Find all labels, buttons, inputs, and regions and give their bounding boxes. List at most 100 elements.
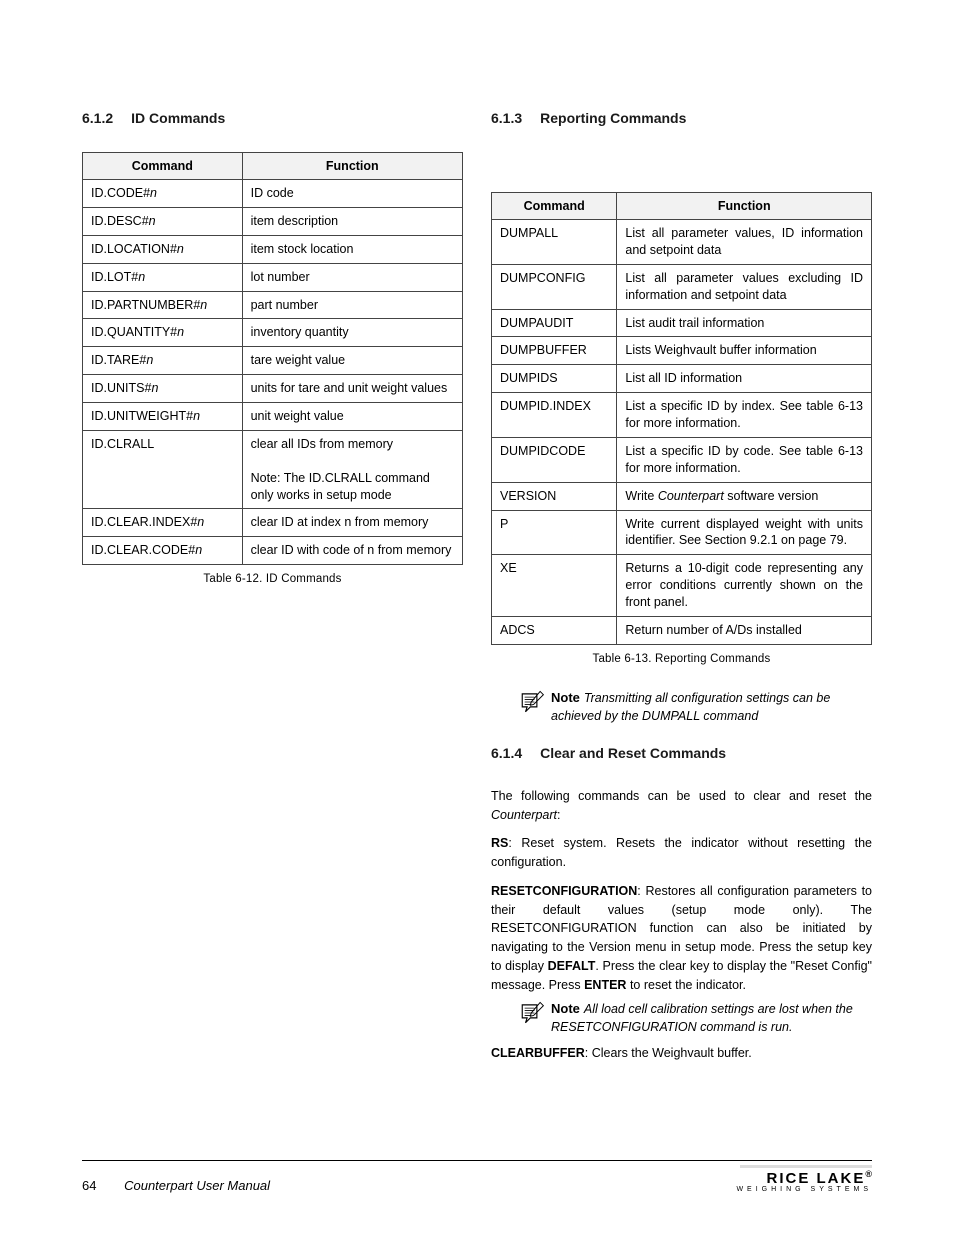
para-rs: RS: Reset system. Resets the indicator w… [491,834,872,872]
note-icon [519,1000,547,1031]
cell-function: Return number of A/Ds installed [617,616,872,644]
table-row: DUMPCONFIGList all parameter values excl… [492,264,872,309]
para-intro-cp: Counterpart [491,808,557,822]
cell-command: DUMPBUFFER [492,337,617,365]
table-row: ID.QUANTITY#ninventory quantity [83,319,463,347]
section-613-heading: 6.1.3 Reporting Commands [491,110,872,126]
table-row: ID.LOT#nlot number [83,263,463,291]
th-command-r: Command [492,193,617,220]
cell-command: ID.CODE#n [83,180,243,208]
id-commands-table: Command Function ID.CODE#nID codeID.DESC… [82,152,463,565]
table-row: PWrite current displayed weight with uni… [492,510,872,555]
para-clearbuffer: CLEARBUFFER: Clears the Weighvault buffe… [491,1044,872,1063]
cell-command: ADCS [492,616,617,644]
cell-command: ID.PARTNUMBER#n [83,291,243,319]
page-number: 64 [82,1178,96,1193]
table-row: DUMPAUDITList audit trail information [492,309,872,337]
cell-function: List all parameter values excluding ID i… [617,264,872,309]
para-rc-defalt: DEFALT [548,959,596,973]
cell-command: DUMPIDCODE [492,437,617,482]
note-2-text: All load cell calibration settings are l… [551,1002,853,1034]
para-intro-pre: The following commands can be used to cl… [491,789,872,803]
table-row: ID.TARE#ntare weight value [83,347,463,375]
logo-sub: WEIGHING SYSTEMS [736,1186,872,1193]
cell-function: Returns a 10-digit code representing any… [617,555,872,617]
table-612-caption: Table 6-12. ID Commands [82,573,463,585]
cell-function: List all ID information [617,365,872,393]
cell-function: part number [242,291,462,319]
reporting-commands-table: Command Function DUMPALLList all paramet… [491,192,872,645]
footer-rule [82,1160,872,1161]
table-row: XEReturns a 10-digit code representing a… [492,555,872,617]
page-footer: 64 Counterpart User Manual RICE LAKE® WE… [82,1165,872,1193]
table-row: DUMPIDSList all ID information [492,365,872,393]
cell-function: clear ID at index n from memory [242,509,462,537]
cell-command: DUMPALL [492,220,617,265]
section-612-num: 6.1.2 [82,110,113,126]
table-row: DUMPBUFFERLists Weighvault buffer inform… [492,337,872,365]
para-rc-text3: to reset the indicator. [626,978,746,992]
para-rc-cmd: RESETCONFIGURATION [491,884,637,898]
cell-command: DUMPID.INDEX [492,393,617,438]
cell-function: tare weight value [242,347,462,375]
table-row: ID.UNITS#nunits for tare and unit weight… [83,375,463,403]
note-label: Note [551,690,580,705]
rice-lake-logo: RICE LAKE® WEIGHING SYSTEMS [736,1165,872,1193]
logo-bar [740,1165,872,1168]
note-1-text: Transmitting all configuration settings … [551,691,830,723]
left-column: 6.1.2ID Commands Command Function ID.COD… [82,110,463,1063]
th-function: Function [242,153,462,180]
cell-command: ID.LOT#n [83,263,243,291]
table-row: ADCSReturn number of A/Ds installed [492,616,872,644]
table-613-caption: Table 6-13. Reporting Commands [491,653,872,665]
cell-function: Lists Weighvault buffer information [617,337,872,365]
cell-function: clear all IDs from memoryNote: The ID.CL… [242,430,462,509]
table-row: VERSIONWrite Counterpart software versio… [492,482,872,510]
cell-command: ID.UNITS#n [83,375,243,403]
cell-function: ID code [242,180,462,208]
cell-command: ID.TARE#n [83,347,243,375]
table-row: ID.PARTNUMBER#npart number [83,291,463,319]
note-icon [519,689,547,720]
cell-command: P [492,510,617,555]
para-rs-text: : Reset system. Resets the indicator wit… [491,836,872,869]
cell-function: List a specific ID by code. See table 6-… [617,437,872,482]
note-2: NoteAll load cell calibration settings a… [519,1000,872,1036]
right-column: 6.1.3 Reporting Commands Command Function… [491,110,872,1063]
table-row: DUMPIDCODEList a specific ID by code. Se… [492,437,872,482]
th-function-r: Function [617,193,872,220]
para-cb-text: : Clears the Weighvault buffer. [585,1046,752,1060]
th-command: Command [83,153,243,180]
table-row: ID.LOCATION#nitem stock location [83,235,463,263]
cell-command: ID.LOCATION#n [83,235,243,263]
note-2-body: NoteAll load cell calibration settings a… [551,1000,872,1036]
cell-command: XE [492,555,617,617]
cell-function: item description [242,207,462,235]
para-resetconfig: RESETCONFIGURATION: Restores all configu… [491,882,872,995]
section-613-num: 6.1.3 [491,110,522,126]
section-614-heading: 6.1.4Clear and Reset Commands [491,745,872,761]
table-row: ID.CLEAR.CODE#nclear ID with code of n f… [83,537,463,565]
table-row: DUMPALLList all parameter values, ID inf… [492,220,872,265]
table-row: ID.UNITWEIGHT#nunit weight value [83,403,463,431]
table-row: ID.CLEAR.INDEX#nclear ID at index n from… [83,509,463,537]
cell-function: List all parameter values, ID informatio… [617,220,872,265]
para-cb-cmd: CLEARBUFFER [491,1046,585,1060]
cell-function: clear ID with code of n from memory [242,537,462,565]
table-row: ID.DESC#nitem description [83,207,463,235]
table-row: DUMPID.INDEXList a specific ID by index.… [492,393,872,438]
para-intro-post: : [557,808,560,822]
cell-command: ID.UNITWEIGHT#n [83,403,243,431]
cell-function: item stock location [242,235,462,263]
cell-command: DUMPCONFIG [492,264,617,309]
para-rs-cmd: RS [491,836,508,850]
cell-command: ID.DESC#n [83,207,243,235]
table-row: ID.CODE#nID code [83,180,463,208]
cell-function: units for tare and unit weight values [242,375,462,403]
cell-function: lot number [242,263,462,291]
footer-left: 64 Counterpart User Manual [82,1178,270,1193]
section-612-heading: 6.1.2ID Commands [82,110,463,126]
section-614-title: Clear and Reset Commands [540,745,726,761]
section-613-title: Reporting Commands [540,110,686,126]
cell-command: DUMPIDS [492,365,617,393]
